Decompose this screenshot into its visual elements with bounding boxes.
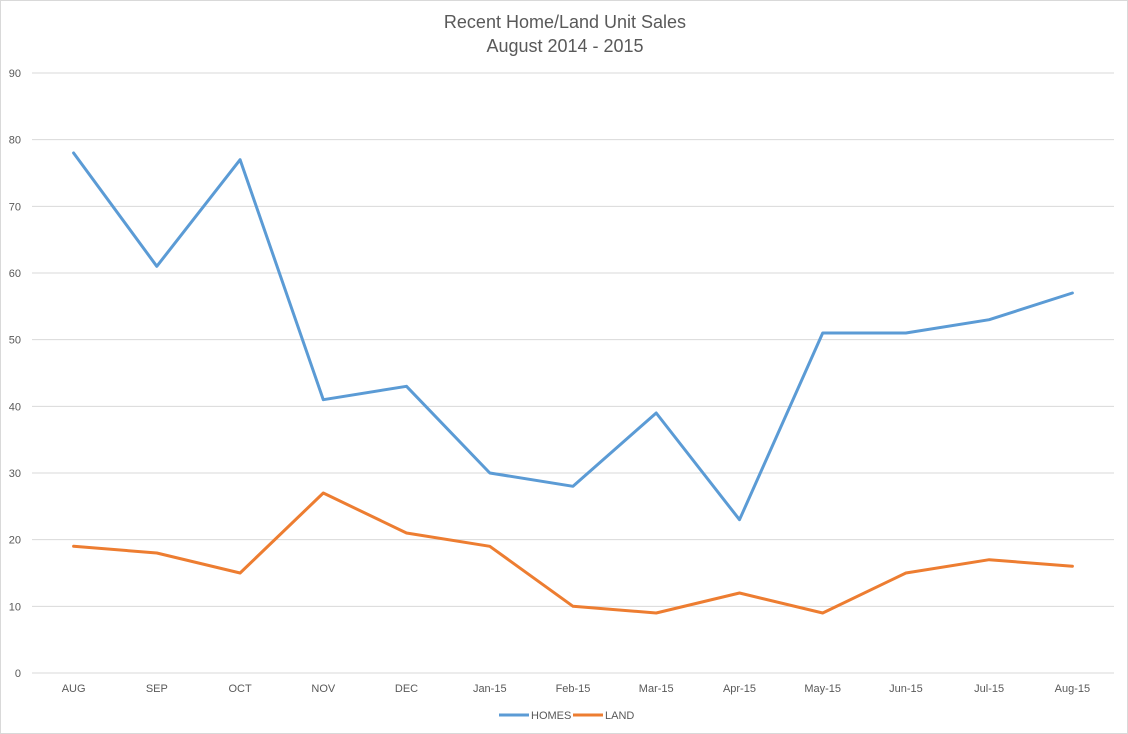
- chart-title: Recent Home/Land Unit Sales: [444, 12, 686, 32]
- x-tick-label: AUG: [62, 683, 86, 695]
- chart-subtitle: August 2014 - 2015: [486, 36, 643, 56]
- y-tick-label: 30: [9, 468, 21, 480]
- y-tick-label: 50: [9, 335, 21, 347]
- legend: HOMES LAND: [499, 710, 634, 722]
- series-lines: [72, 151, 1074, 615]
- x-tick-label: Feb-15: [556, 683, 591, 695]
- x-tick-label: Apr-15: [723, 683, 756, 695]
- series-line-land: [72, 491, 1074, 615]
- y-axis-ticks: 0 10 20 30 40 50 60 70 80 90: [9, 68, 21, 680]
- y-tick-label: 60: [9, 268, 21, 280]
- x-tick-label: SEP: [146, 683, 168, 695]
- series-line-homes: [72, 151, 1074, 522]
- y-tick-label: 70: [9, 201, 21, 213]
- y-tick-label: 80: [9, 135, 21, 147]
- x-tick-label: Aug-15: [1055, 683, 1090, 695]
- x-tick-label: May-15: [804, 683, 841, 695]
- x-axis-ticks: AUG SEP OCT NOV DEC Jan-15 Feb-15 Mar-15 Apr-15 M…: [62, 683, 1090, 695]
- y-tick-label: 90: [9, 68, 21, 80]
- gridlines: [32, 72, 1114, 674]
- x-tick-label: Jun-15: [889, 683, 923, 695]
- x-tick-label: NOV: [311, 683, 336, 695]
- x-tick-label: OCT: [228, 683, 252, 695]
- x-tick-label: Jul-15: [974, 683, 1004, 695]
- y-tick-label: 40: [9, 401, 21, 413]
- x-tick-label: Mar-15: [639, 683, 674, 695]
- x-tick-label: DEC: [395, 683, 418, 695]
- y-tick-label: 10: [9, 601, 21, 613]
- y-tick-label: 0: [15, 668, 21, 680]
- legend-label-land: LAND: [605, 710, 634, 722]
- legend-label-homes: HOMES: [531, 710, 571, 722]
- y-tick-label: 20: [9, 535, 21, 547]
- x-tick-label: Jan-15: [473, 683, 507, 695]
